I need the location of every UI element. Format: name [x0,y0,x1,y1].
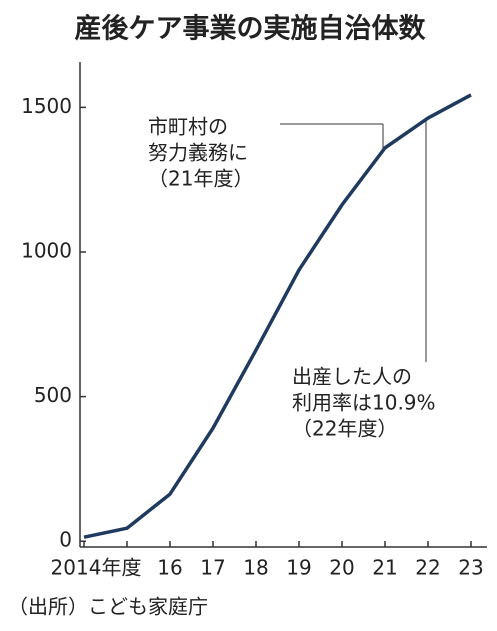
x-tick-label: 22 [415,556,440,580]
data-line [83,93,472,539]
x-tick-label: 23 [458,556,483,580]
annotation: 努力義務に [148,141,248,165]
y-tick-label: 1000 [21,238,72,262]
x-tick-label: 19 [286,556,311,580]
annotation: （22年度） [292,417,397,441]
chart-title: 産後ケア事業の実施自治体数 [75,13,427,45]
x-tick-label: 17 [200,556,225,580]
y-tick-label: 0 [59,528,72,552]
x-tick-label: 20 [329,556,354,580]
annotation: （21年度） [148,167,253,191]
x-tick-label: 21 [372,556,397,580]
y-tick-label: 1500 [21,94,72,118]
annotation: 利用率は10.9% [292,391,436,415]
annotation: 市町村の [148,115,228,139]
source-note: （出所）こども家庭庁 [8,595,208,619]
x-tick-label: 18 [243,556,268,580]
annotation: 出産した人の [292,365,412,389]
y-tick-label: 500 [34,383,72,407]
x-tick-label: 2014年度 [51,556,142,580]
x-tick-label: 16 [157,556,182,580]
